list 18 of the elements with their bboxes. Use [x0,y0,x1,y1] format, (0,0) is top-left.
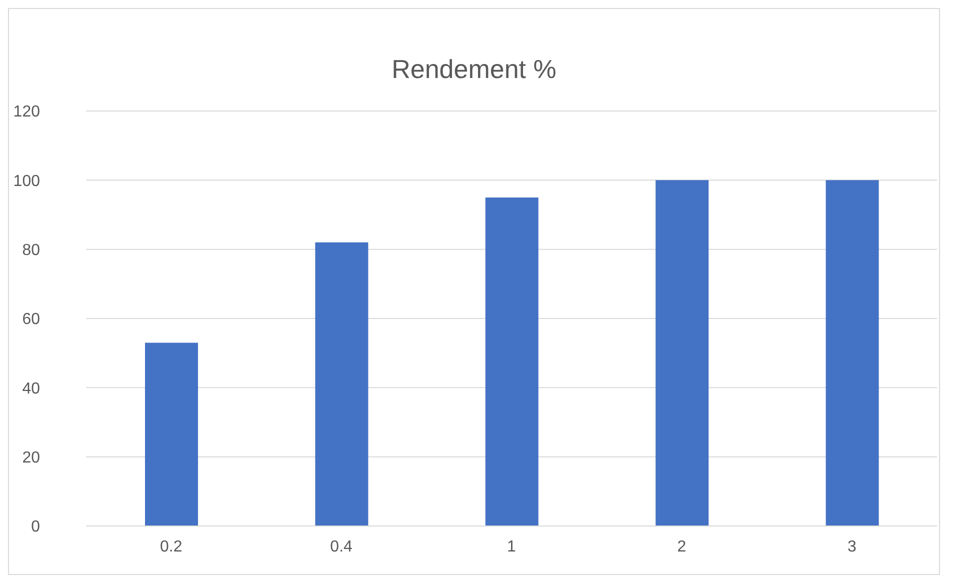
y-tick-label: 80 [22,242,40,260]
chart-title: Rendement % [390,53,558,86]
y-tick-label: 100 [13,172,40,190]
y-tick-label: 20 [22,450,40,467]
y-tick-label: 120 [13,104,40,121]
x-tick-label: 0.4 [330,538,353,556]
bar [145,342,198,526]
x-tick-label: 2 [677,538,686,556]
x-tick-label: 0.2 [160,538,182,556]
x-tick-label: 3 [847,538,856,556]
y-tick-label: 60 [22,311,40,328]
bar [656,180,709,526]
y-tick-label: 40 [22,380,40,398]
bar [315,242,368,526]
y-tick-label: 0 [31,518,40,536]
bar [826,180,879,526]
x-tick-label: 1 [507,538,516,556]
bar [485,197,538,526]
